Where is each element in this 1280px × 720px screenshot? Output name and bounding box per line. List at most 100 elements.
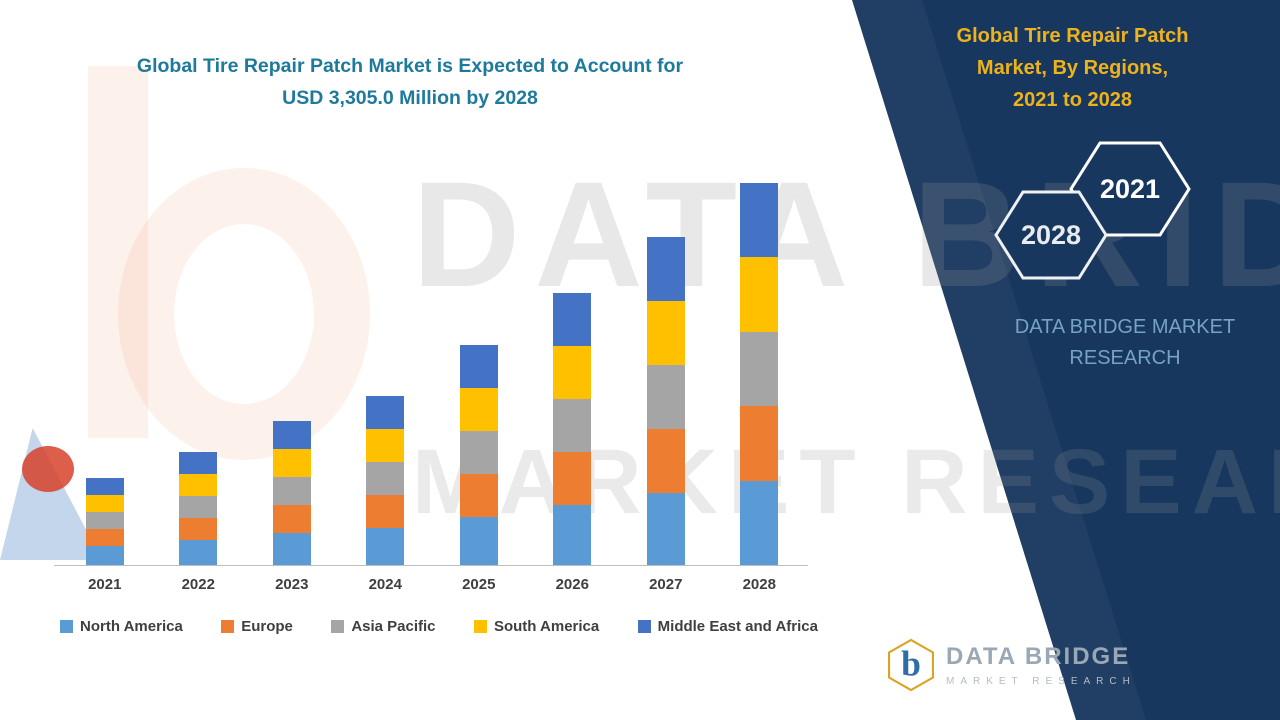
bar-segment-north-america-2027 — [646, 493, 685, 565]
x-axis-label-2024: 2024 — [368, 576, 402, 593]
x-axis-label-2023: 2023 — [275, 576, 309, 593]
legend-item-asia-pacific: Asia Pacific — [331, 618, 436, 635]
bar-stack-2027 — [646, 237, 685, 565]
bar-column-2027 — [619, 237, 713, 565]
bar-segment-asia-pacific-2028 — [740, 332, 779, 406]
legend-item-europe: Europe — [221, 618, 293, 635]
bar-stack-2024 — [366, 396, 405, 565]
bar-column-2022 — [152, 452, 246, 565]
bar-segment-middle-east-and-africa-2022 — [179, 452, 218, 474]
legend-item-middle-east-and-africa: Middle East and Africa — [637, 618, 818, 635]
hexagon-outline-2028 — [994, 190, 1108, 280]
bar-segment-north-america-2022 — [179, 540, 218, 565]
bar-column-2028 — [713, 183, 807, 565]
chart-title-line1: Global Tire Repair Patch Market is Expec… — [136, 55, 684, 77]
bar-segment-asia-pacific-2021 — [85, 512, 124, 529]
bar-stack-2023 — [272, 421, 311, 565]
badge-hexagon-2021: 2021 — [1069, 141, 1191, 237]
bar-segment-middle-east-and-africa-2021 — [85, 478, 124, 495]
bar-segment-south-america-2021 — [85, 495, 124, 512]
panel-brand-text: DATA BRIDGE MARKET RESEARCH — [950, 312, 1280, 374]
background-logo-dot — [22, 446, 74, 492]
bar-segment-asia-pacific-2027 — [646, 365, 685, 429]
legend-swatch-asia-pacific — [331, 620, 345, 633]
x-axis-label-2027: 2027 — [649, 576, 683, 593]
footer-logo: b DATA BRIDGE MARKET RESEARCH — [888, 638, 1136, 692]
bar-segment-asia-pacific-2026 — [553, 399, 592, 452]
panel-title-line1: Global Tire Repair Patch — [956, 25, 1189, 47]
x-axis-label-2022: 2022 — [181, 576, 215, 593]
bar-segment-asia-pacific-2022 — [179, 496, 218, 518]
legend-label-europe: Europe — [241, 618, 293, 635]
bar-segment-north-america-2025 — [459, 517, 498, 565]
x-axis-label-2021: 2021 — [88, 576, 122, 593]
legend-swatch-north-america — [60, 620, 73, 633]
logo-hexagon-icon: b — [888, 638, 934, 692]
bar-stack-2022 — [179, 452, 218, 565]
x-axis-label-2028: 2028 — [742, 576, 776, 593]
bar-segment-europe-2028 — [740, 406, 779, 481]
bar-segment-north-america-2028 — [740, 481, 779, 565]
x-axis-label-2026: 2026 — [555, 576, 589, 593]
x-axis-line — [54, 565, 808, 566]
panel-brand-line2: RESEARCH — [1069, 347, 1181, 369]
legend-swatch-middle-east-and-africa — [637, 620, 651, 633]
bar-stack-2028 — [740, 183, 779, 565]
legend-label-asia-pacific: Asia Pacific — [351, 618, 436, 635]
panel-brand-line1: DATA BRIDGE MARKET — [1014, 316, 1236, 338]
bar-column-2026 — [526, 293, 620, 565]
bar-segment-asia-pacific-2024 — [366, 462, 405, 495]
badge-hexagon-2028: 2028 — [994, 190, 1108, 280]
bar-segment-south-america-2028 — [740, 257, 779, 332]
bar-segment-north-america-2024 — [366, 528, 405, 565]
bar-segment-europe-2025 — [459, 474, 498, 517]
bar-column-2021 — [58, 478, 152, 565]
bar-segment-asia-pacific-2023 — [272, 477, 311, 505]
legend-swatch-europe — [221, 620, 235, 633]
bar-column-2025 — [432, 345, 526, 565]
logo-letter: b — [901, 643, 921, 683]
bar-column-2024 — [339, 396, 433, 565]
chart-legend: North America Europe Asia Pacific South Ame… — [60, 618, 818, 635]
legend-item-north-america: North America — [60, 618, 183, 635]
bar-segment-europe-2022 — [179, 518, 218, 540]
bar-segment-middle-east-and-africa-2026 — [553, 293, 592, 346]
bar-segment-north-america-2021 — [85, 546, 124, 565]
bar-segment-middle-east-and-africa-2024 — [366, 396, 405, 429]
bar-segment-asia-pacific-2025 — [459, 431, 498, 474]
bar-segment-south-america-2025 — [459, 388, 498, 431]
bar-chart-plot-area — [58, 180, 806, 565]
chart-title-line2: USD 3,305.0 Million by 2028 — [282, 87, 538, 110]
bar-segment-europe-2024 — [366, 495, 405, 528]
bar-segment-south-america-2022 — [179, 474, 218, 496]
bar-segment-europe-2021 — [85, 529, 124, 546]
panel-title-line2: Market, By Regions, — [976, 57, 1169, 79]
bar-segment-middle-east-and-africa-2027 — [646, 237, 685, 301]
bar-segment-middle-east-and-africa-2028 — [740, 183, 779, 257]
bar-segment-europe-2023 — [272, 505, 311, 533]
bar-segment-south-america-2024 — [366, 429, 405, 462]
legend-swatch-south-america — [473, 620, 487, 633]
bar-segment-middle-east-and-africa-2023 — [272, 421, 311, 449]
logo-text-block: DATA BRIDGE MARKET RESEARCH — [946, 643, 1136, 687]
badge-year-2028: 2028 — [1021, 220, 1081, 250]
chart-title: Global Tire Repair Patch Market is Expec… — [40, 50, 780, 114]
legend-label-south-america: South America — [493, 618, 600, 635]
bar-segment-north-america-2023 — [272, 533, 311, 565]
bar-segment-middle-east-and-africa-2025 — [459, 345, 498, 388]
logo-tagline: MARKET RESEARCH — [946, 676, 1136, 687]
x-axis-label-2025: 2025 — [462, 576, 496, 593]
legend-item-south-america: South America — [473, 618, 600, 635]
bar-stack-2025 — [459, 345, 498, 565]
legend-label-north-america: North America — [80, 618, 183, 635]
logo-name: DATA BRIDGE — [946, 643, 1131, 670]
bar-stack-2021 — [85, 478, 124, 565]
bar-stack-2026 — [553, 293, 592, 565]
badge-year-2021: 2021 — [1100, 174, 1160, 204]
panel-title: Global Tire Repair Patch Market, By Regi… — [900, 20, 1245, 116]
bar-segment-europe-2027 — [646, 429, 685, 493]
legend-label-middle-east-and-africa: Middle East and Africa — [657, 618, 818, 635]
bar-segment-south-america-2026 — [553, 346, 592, 399]
panel-title-line3: 2021 to 2028 — [1013, 89, 1132, 111]
